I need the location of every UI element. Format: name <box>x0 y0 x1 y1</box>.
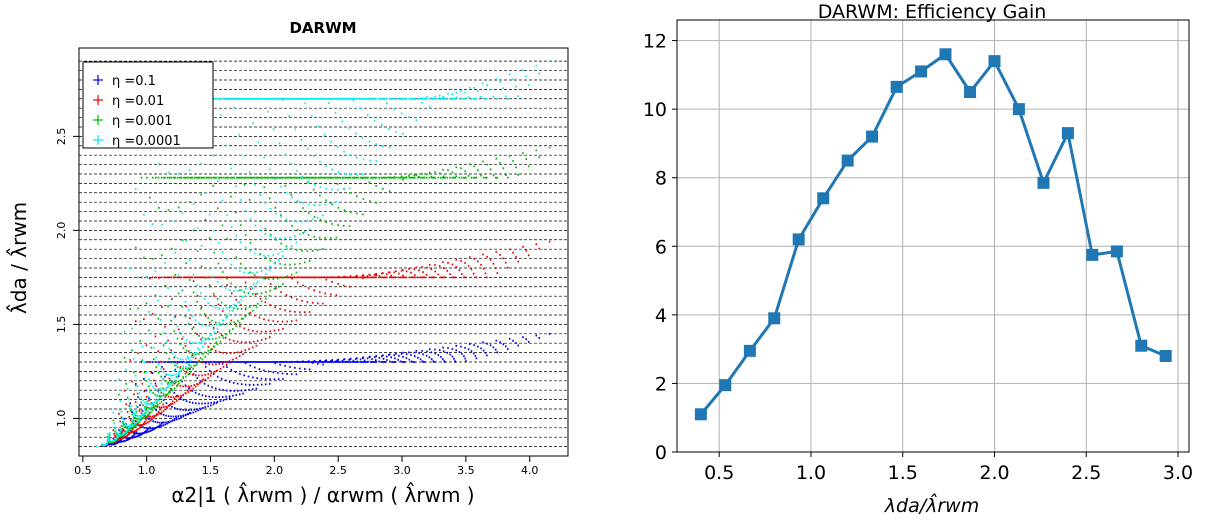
x-tick-label: 4.0 <box>521 464 539 477</box>
legend-label: η =0.0001 <box>112 134 181 149</box>
left-scatter-points <box>95 60 551 448</box>
data-point <box>817 192 830 205</box>
x-tick-label: 2.0 <box>979 462 1009 484</box>
data-point <box>915 65 928 78</box>
scatter-series-2 <box>95 146 551 448</box>
x-tick-label: 0.5 <box>74 464 92 477</box>
data-point <box>866 130 879 143</box>
data-point <box>1135 339 1148 352</box>
right-x-ticks: 0.5 1.0 1.5 2.0 2.5 3.0 <box>704 452 1193 484</box>
data-point <box>964 86 977 98</box>
data-point <box>1037 176 1050 189</box>
y-tick-label: 1.5 <box>55 316 68 334</box>
legend-label: η =0.01 <box>112 94 164 109</box>
x-tick-label: 2.5 <box>329 464 347 477</box>
left-x-ticks: 0.5 1.0 1.5 2.0 2.5 3.0 3.5 4.0 <box>74 456 538 477</box>
x-tick-label: 3.0 <box>393 464 411 477</box>
x-tick-label: 1.5 <box>888 462 918 484</box>
data-point <box>841 154 854 167</box>
legend-box <box>82 61 214 149</box>
data-point <box>1061 127 1074 140</box>
legend-label: η =0.001 <box>112 114 172 129</box>
right-line-series <box>694 48 1172 421</box>
right-y-ticks: 0 2 4 6 8 10 12 <box>643 31 677 464</box>
y-tick-label: 0 <box>655 442 667 464</box>
data-point <box>939 48 952 61</box>
legend-label: η =0.1 <box>112 74 156 89</box>
y-tick-label: 6 <box>655 236 667 258</box>
scatter-series-1 <box>95 240 551 448</box>
x-tick-label: 2.5 <box>1071 462 1101 484</box>
y-tick-label: 2.5 <box>55 128 68 146</box>
y-tick-label: 4 <box>655 305 667 327</box>
data-point <box>768 312 781 325</box>
x-tick-label: 3.0 <box>1163 462 1193 484</box>
y-tick-label: 8 <box>655 168 667 190</box>
left-x-axis-label: α2|1 ( λ̂rwm ) / αrwm ( λ̂rwm ) <box>171 482 474 507</box>
left-chart: DARWM 0.5 1.0 1.5 2.0 2.5 3.0 3.5 4.0 1.0 1.5 2.0… <box>6 19 569 507</box>
data-point <box>1012 103 1025 116</box>
y-tick-label: 2 <box>655 373 667 395</box>
data-point <box>694 408 707 421</box>
y-tick-label: 12 <box>643 31 667 53</box>
x-tick-label: 1.0 <box>138 464 156 477</box>
data-point <box>792 233 805 246</box>
data-point <box>1086 248 1099 261</box>
left-plot-frame <box>78 47 569 457</box>
left-chart-title: DARWM <box>289 19 356 37</box>
y-tick-label: 2.0 <box>55 222 68 240</box>
left-y-ticks: 1.0 1.5 2.0 2.5 <box>55 128 79 428</box>
x-tick-label: 3.5 <box>457 464 475 477</box>
scatter-series-3 <box>95 60 551 448</box>
x-tick-label: 1.5 <box>202 464 220 477</box>
right-plot-frame <box>676 19 1190 453</box>
right-chart: DARWM: Efficiency Gain 0.5 1.0 1.5 2.0 2.5 3.… <box>643 1 1193 517</box>
x-tick-label: 2.0 <box>266 464 284 477</box>
efficiency-line <box>699 52 1167 416</box>
right-gridlines <box>677 20 1189 453</box>
data-point <box>743 344 756 357</box>
data-point <box>890 80 903 93</box>
x-tick-label: 1.0 <box>796 462 826 484</box>
x-tick-label: 0.5 <box>704 462 734 484</box>
right-x-axis-label: λda/λ̂rwm <box>884 493 979 517</box>
right-chart-title: DARWM: Efficiency Gain <box>818 1 1047 23</box>
y-tick-label: 1.0 <box>55 410 68 428</box>
data-point <box>988 55 1001 68</box>
left-y-axis-label: λ̂da / λ̂rwm <box>6 202 31 314</box>
left-legend: η =0.1 η =0.01 η =0.001 η =0.0001 <box>82 61 214 149</box>
data-point <box>1159 350 1172 362</box>
data-point <box>1110 245 1123 258</box>
data-point <box>719 379 732 392</box>
y-tick-label: 10 <box>643 99 667 121</box>
